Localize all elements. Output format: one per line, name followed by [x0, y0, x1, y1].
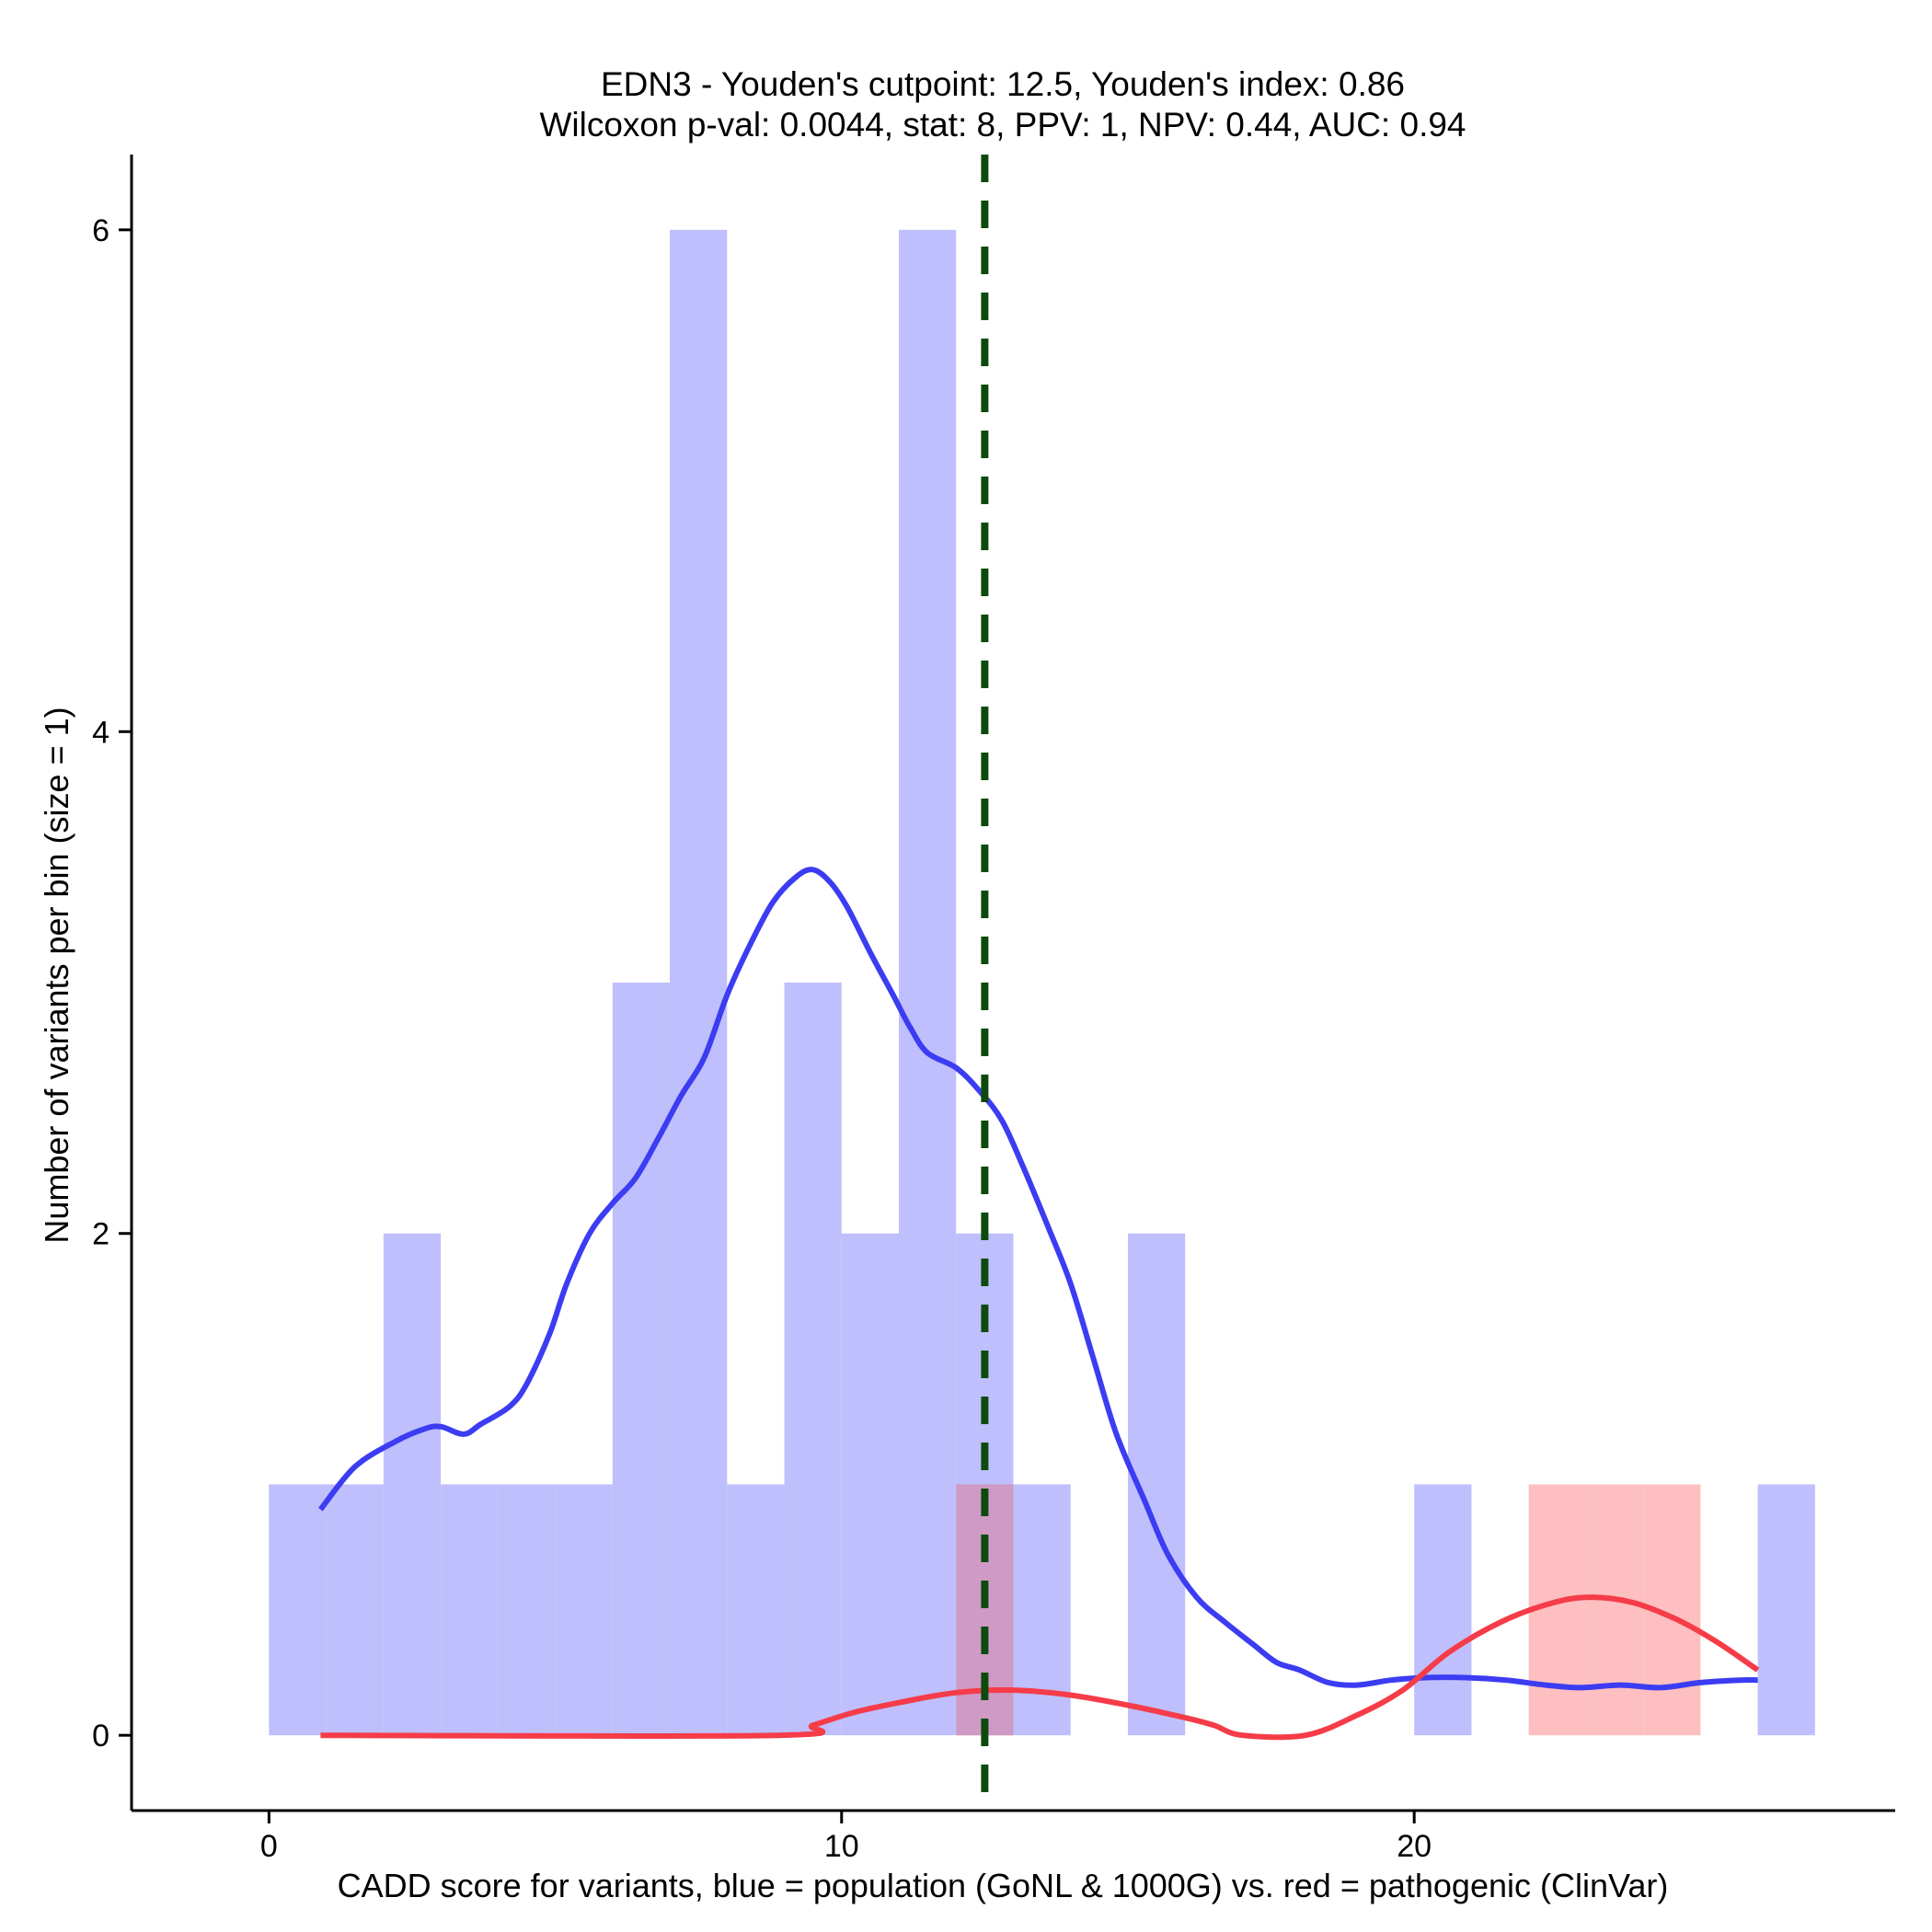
population-bar — [555, 1484, 613, 1736]
density-lines — [318, 867, 1760, 1741]
x-axis-label: CADD score for variants, blue = populati… — [338, 1867, 1669, 1904]
y-axis-label: Number of variants per bin (size = 1) — [38, 707, 75, 1243]
population-bar — [612, 983, 671, 1736]
population-bar — [1414, 1484, 1472, 1736]
population-bar — [841, 1233, 900, 1736]
y-tick-label: 2 — [92, 1217, 109, 1252]
y-tick-label: 6 — [92, 213, 109, 248]
chart-title: EDN3 - Youden's cutpoint: 12.5, Youden's… — [601, 65, 1405, 103]
pathogenic-density-line — [320, 1594, 1760, 1741]
population-bar — [441, 1484, 499, 1736]
population-bar — [498, 1484, 556, 1736]
population-bar — [670, 229, 728, 1736]
x-tick-label: 10 — [824, 1829, 859, 1864]
y-tick-label: 0 — [92, 1719, 109, 1754]
chart-subtitle: Wilcoxon p-val: 0.0044, stat: 8, PPV: 1,… — [539, 106, 1466, 144]
population-bar — [326, 1484, 384, 1736]
x-tick-label: 20 — [1397, 1829, 1432, 1864]
x-tick-label: 0 — [260, 1829, 278, 1864]
axes: 0 10 20 0 2 4 6 — [92, 155, 1895, 1864]
y-tick-label: 4 — [92, 715, 109, 750]
population-bar — [784, 983, 842, 1736]
population-bar — [383, 1233, 442, 1736]
population-bar — [269, 1484, 327, 1736]
population-bar — [1757, 1484, 1815, 1736]
population-bar — [899, 229, 957, 1736]
population-bar — [727, 1484, 785, 1736]
pathogenic-bar — [1585, 1484, 1644, 1736]
population-bar — [1013, 1484, 1071, 1736]
